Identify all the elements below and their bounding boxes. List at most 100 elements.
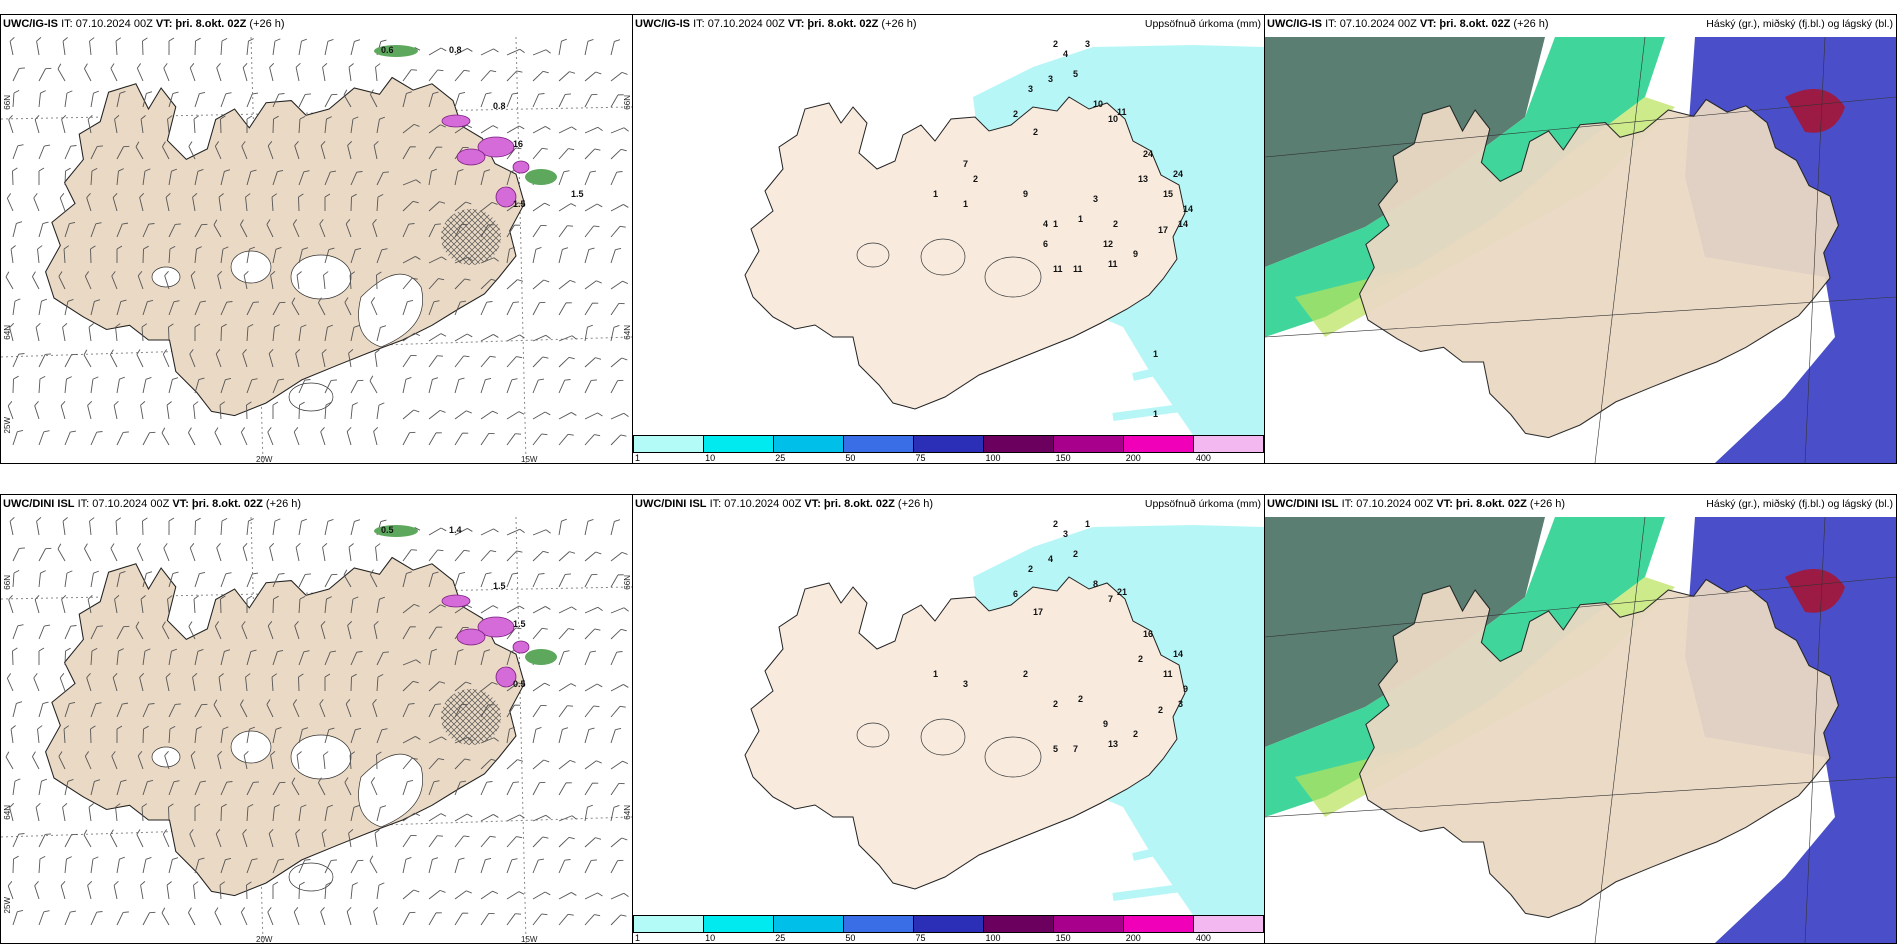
grid-line <box>1265 776 1896 818</box>
wind-barb <box>246 518 254 536</box>
wind-barb <box>112 672 118 692</box>
wind-barb <box>584 573 598 588</box>
wind-barb <box>272 301 286 316</box>
wind-barb <box>480 432 495 446</box>
wind-barb <box>193 881 199 900</box>
wind-barb <box>506 858 518 874</box>
wind-barb <box>90 90 100 108</box>
wind-barb <box>34 880 40 900</box>
wind-barb <box>9 517 15 536</box>
wind-barb <box>8 114 14 134</box>
wind-barb <box>194 91 206 108</box>
wind-barb <box>38 547 52 562</box>
wind-barb <box>610 171 623 186</box>
wind-barb <box>454 571 466 588</box>
wind-barb <box>188 907 196 926</box>
wind-barb <box>88 803 94 822</box>
wind-barb <box>480 70 497 82</box>
wind-barb <box>402 626 416 640</box>
wind-barb <box>140 115 146 134</box>
low-cloud-red <box>1785 89 1845 133</box>
wind-barb <box>298 170 310 186</box>
wind-barb <box>532 704 547 718</box>
wind-barb <box>162 141 170 160</box>
wind-barb <box>220 517 228 536</box>
wind-barb <box>34 114 40 134</box>
wind-barb <box>323 751 329 770</box>
wind-barb <box>350 402 358 420</box>
lon-label: 20W <box>256 935 273 944</box>
precip-value: 1 <box>1053 219 1058 229</box>
colorbar-label: 1 <box>635 453 641 463</box>
wind-barb <box>294 620 300 640</box>
wind-barb <box>319 219 326 238</box>
wind-barb <box>349 271 356 290</box>
wind-barb <box>369 375 378 394</box>
wind-barb <box>584 705 600 718</box>
wind-barb <box>532 301 546 316</box>
wind-barb <box>374 829 380 848</box>
precip-value: 1 <box>963 199 968 209</box>
colorbar-cell <box>1054 916 1124 932</box>
wind-barb <box>38 144 51 160</box>
wind-barb <box>376 728 388 744</box>
wind-barb <box>506 334 525 342</box>
colorbar-cell <box>774 916 844 932</box>
colorbar-label: 1 <box>635 933 641 943</box>
wind-barb <box>532 49 551 56</box>
wind-map: 0.6 0.8 0.8 16 1.5 1.5 <box>1 37 632 463</box>
wind-barb <box>90 145 103 160</box>
precip-value: 2 <box>1073 549 1078 559</box>
wind-barb <box>116 431 129 446</box>
wind-barb <box>558 93 571 108</box>
grid-line <box>1804 517 1826 943</box>
wind-barb <box>189 63 196 82</box>
wind-barb <box>220 572 232 588</box>
wind-barb <box>298 247 309 264</box>
wind-barb <box>90 167 98 186</box>
wind-barb <box>610 684 629 692</box>
wind-barb <box>350 247 362 264</box>
precip-band <box>1151 293 1264 341</box>
wind-barb <box>428 223 441 238</box>
panel-subtitle: Uppsöfnuð úrkoma (mm) <box>1144 18 1261 30</box>
wind-barb <box>217 750 223 770</box>
wind-barb <box>220 115 226 134</box>
precip-value: 7 <box>1108 594 1113 604</box>
wind-barb <box>272 115 279 134</box>
wind-barb <box>267 907 274 926</box>
wind-barb <box>454 528 473 536</box>
wind-barb <box>213 699 222 718</box>
wind-barb <box>402 834 417 848</box>
wind-barb <box>428 409 446 420</box>
wind-barb <box>558 170 570 186</box>
wind-barb <box>506 704 521 718</box>
wind-barb <box>168 648 178 666</box>
wind-barb <box>139 192 145 212</box>
wind-barb <box>194 223 208 238</box>
lon-label: 15W <box>521 935 538 944</box>
wind-barb <box>220 377 232 394</box>
wind-barb <box>298 93 311 108</box>
wind-barb <box>532 70 549 82</box>
wind-barb <box>38 67 52 82</box>
iceland-land <box>1359 98 1839 439</box>
wind-barb <box>110 829 118 848</box>
wind-barb <box>240 699 248 718</box>
wind-barb <box>558 859 571 874</box>
wind-barb <box>402 812 421 822</box>
wind-barb <box>480 48 499 56</box>
wind-barb <box>194 648 204 666</box>
wind-value: 0.5 <box>513 679 526 689</box>
precip-value: 13 <box>1108 739 1118 749</box>
precip-value: 6 <box>1013 589 1018 599</box>
panel-subtitle: Háský (gr.), miðský (fj.bl.) og lágský (… <box>1706 18 1893 30</box>
wind-barb <box>116 90 126 108</box>
wind-barb <box>38 430 50 446</box>
wind-barb <box>7 401 14 420</box>
wind-barb <box>188 621 196 640</box>
precip-value: 9 <box>1183 684 1188 694</box>
wind-barb <box>584 38 594 56</box>
wind-barb <box>12 778 21 796</box>
cloud-map <box>1265 517 1896 943</box>
